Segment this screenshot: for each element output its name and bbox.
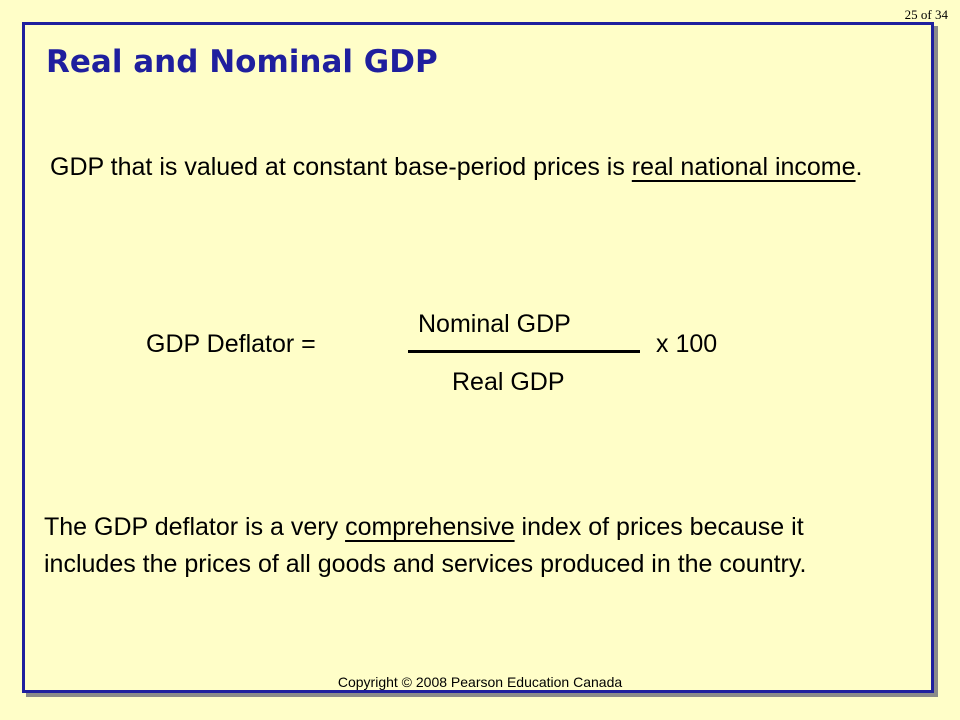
copyright-notice: Copyright © 2008 Pearson Education Canad…: [337, 674, 623, 690]
formula-denominator: Real GDP: [452, 368, 565, 396]
definition-term: real national income: [631, 153, 856, 181]
explanation-text-part1: The GDP deflator is a very: [44, 513, 346, 541]
definition-text-part1: GDP that is valued at constant base-peri…: [50, 153, 632, 181]
explanation-text: The GDP deflator is a very comprehensive…: [44, 509, 894, 583]
formula-label: GDP Deflator =: [146, 330, 316, 358]
page-number: 25 of 34: [904, 7, 948, 22]
explanation-text-part2: index of prices because it includes the …: [44, 513, 807, 578]
fraction-bar: [408, 350, 640, 353]
slide-frame: [22, 22, 934, 693]
formula-numerator: Nominal GDP: [418, 310, 571, 338]
explanation-term: comprehensive: [345, 513, 515, 541]
slide-title: Real and Nominal GDP: [46, 44, 438, 80]
formula-multiplier: x 100: [656, 330, 718, 358]
definition-text-part2: .: [855, 153, 863, 181]
definition-text: GDP that is valued at constant base-peri…: [50, 144, 870, 190]
